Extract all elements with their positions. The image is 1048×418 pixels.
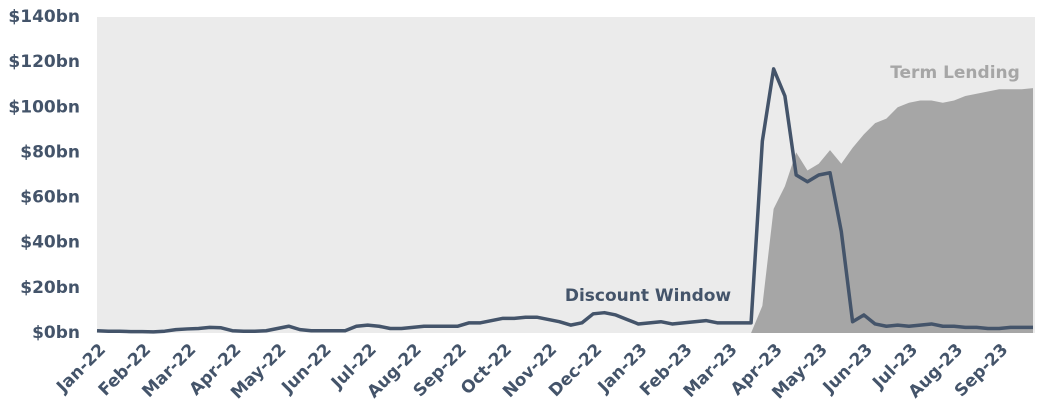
area [751,88,1033,333]
y-tick-label: $60bn [20,188,80,208]
y-tick-label: $100bn [8,97,80,117]
y-tick-label: $40bn [20,233,80,253]
y-tick-label: $80bn [20,142,80,162]
x-tick-label: Jun-23 [819,340,877,398]
y-tick-label: $0bn [32,323,80,343]
y-tick-label: $140bn [8,7,80,27]
y-tick-label: $120bn [8,52,80,72]
y-tick-label: $20bn [20,278,80,298]
x-tick-label: Jun-22 [277,340,335,398]
series-label: Term Lending [890,63,1020,83]
series-label: Discount Window [565,286,732,306]
line [96,67,1033,334]
